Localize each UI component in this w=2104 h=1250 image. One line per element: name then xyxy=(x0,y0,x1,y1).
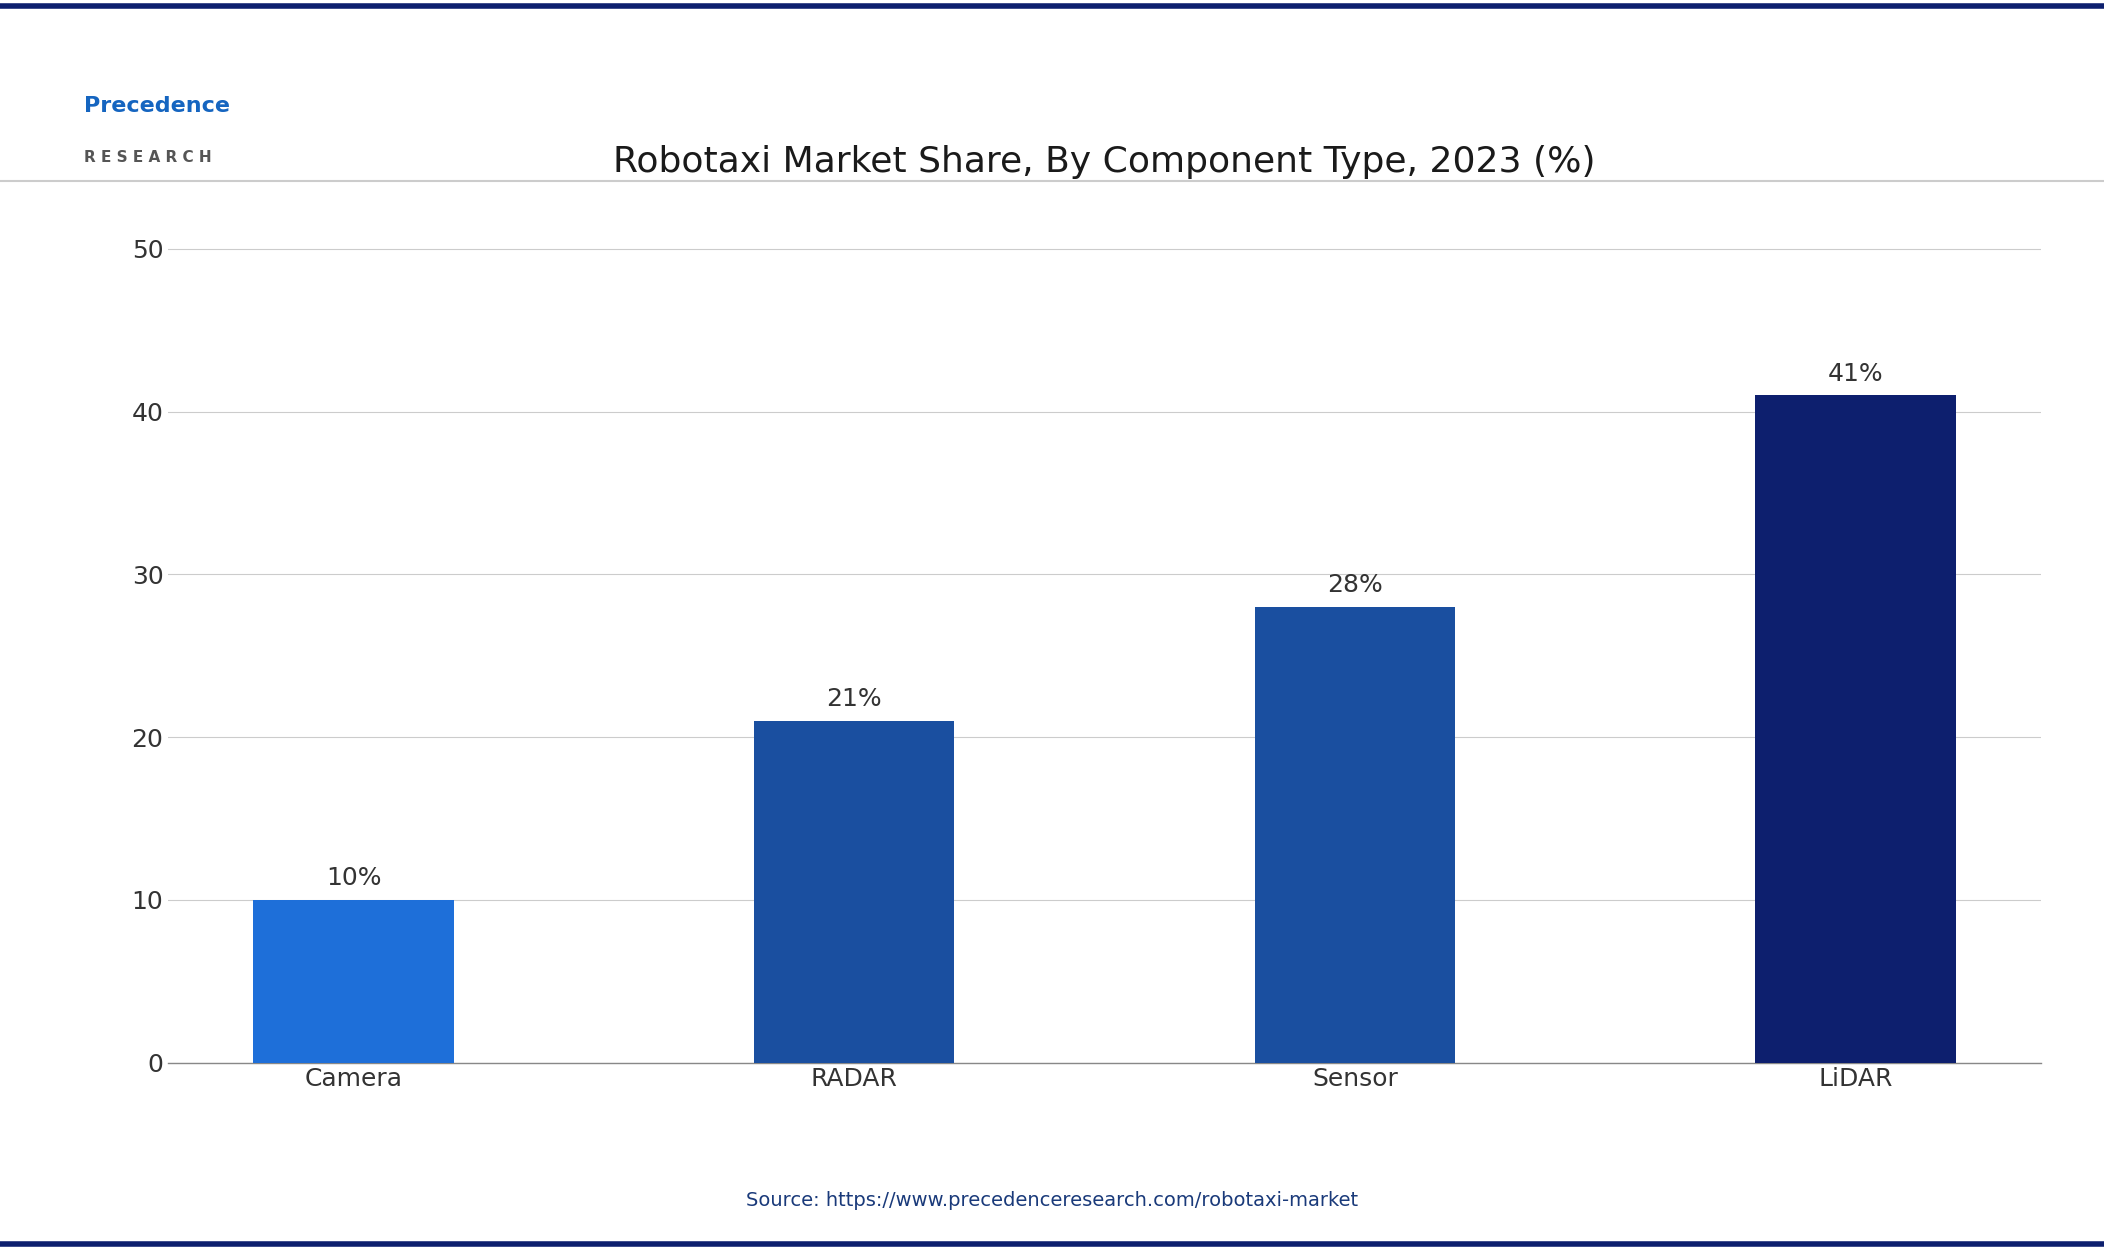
Text: 21%: 21% xyxy=(827,688,882,711)
Bar xyxy=(1755,395,1957,1062)
Text: R E S E A R C H: R E S E A R C H xyxy=(84,150,213,165)
Text: Source: https://www.precedenceresearch.com/robotaxi-market: Source: https://www.precedenceresearch.c… xyxy=(747,1190,1357,1210)
Text: 28%: 28% xyxy=(1328,572,1382,598)
Bar xyxy=(1254,606,1456,1062)
Text: 10%: 10% xyxy=(326,866,381,890)
Bar xyxy=(252,900,454,1062)
Bar xyxy=(753,721,955,1062)
Text: 41%: 41% xyxy=(1828,361,1883,385)
Title: Robotaxi Market Share, By Component Type, 2023 (%): Robotaxi Market Share, By Component Type… xyxy=(614,145,1595,179)
Text: Precedence: Precedence xyxy=(84,96,229,116)
